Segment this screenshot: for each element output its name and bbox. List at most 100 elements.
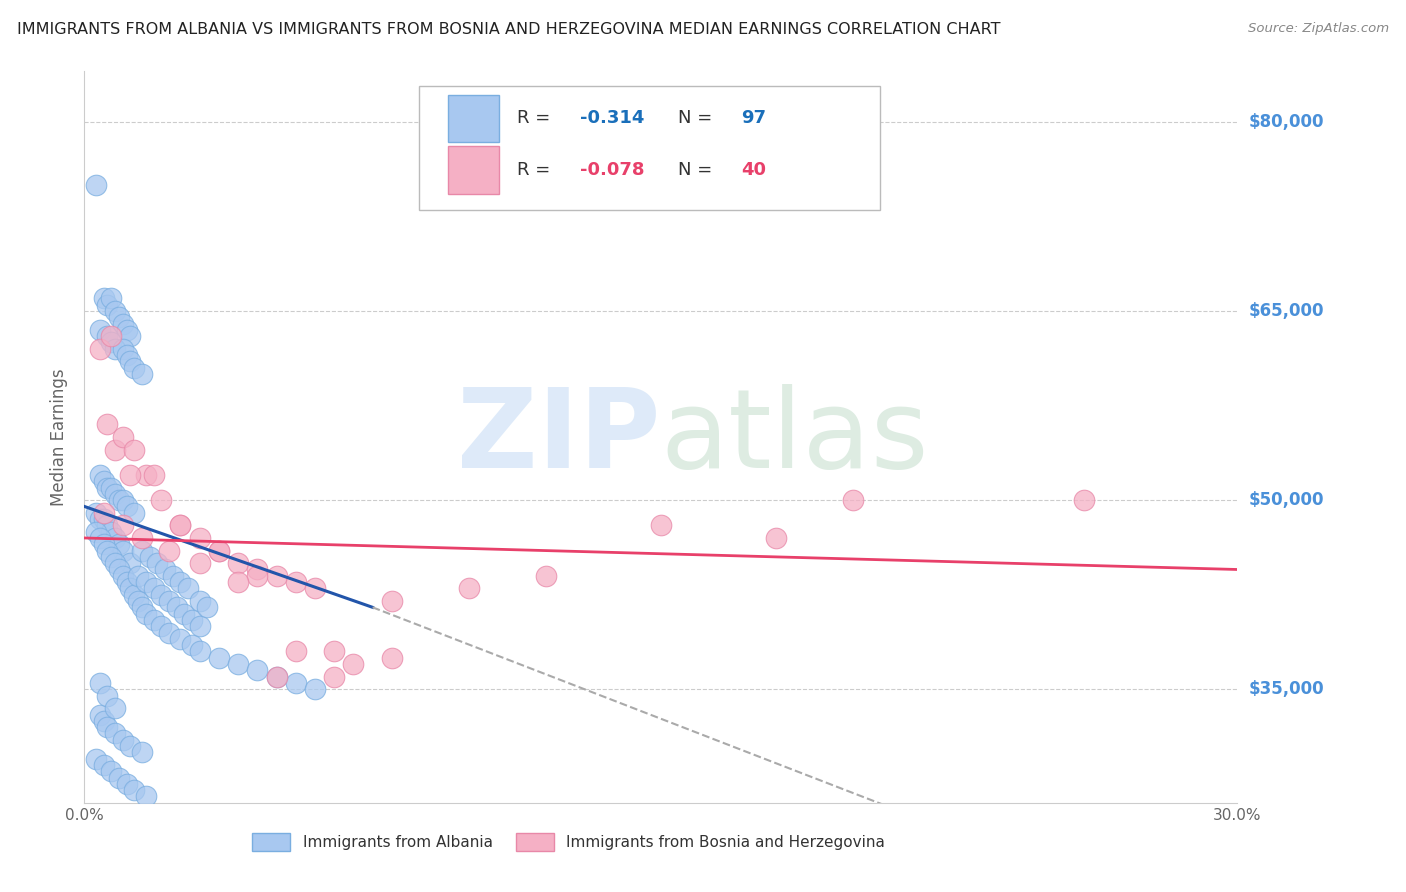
Point — [304, 582, 326, 596]
Point — [93, 758, 115, 772]
Text: atlas: atlas — [661, 384, 929, 491]
Point — [111, 317, 134, 331]
Point — [226, 657, 249, 671]
Point — [100, 329, 122, 343]
Point — [104, 442, 127, 457]
Point — [104, 701, 127, 715]
Point — [457, 582, 479, 596]
Point — [188, 619, 211, 633]
Point — [284, 575, 307, 590]
Point — [323, 670, 346, 684]
Text: -0.314: -0.314 — [581, 109, 644, 128]
Point — [100, 549, 122, 564]
Point — [84, 178, 107, 192]
Point — [96, 518, 118, 533]
Point — [131, 543, 153, 558]
Point — [284, 676, 307, 690]
Text: R =: R = — [517, 161, 555, 178]
Point — [246, 664, 269, 678]
Point — [157, 594, 180, 608]
Point — [246, 569, 269, 583]
Point — [100, 524, 122, 539]
Y-axis label: Median Earnings: Median Earnings — [51, 368, 69, 506]
Point — [169, 518, 191, 533]
Point — [127, 569, 149, 583]
Point — [108, 537, 131, 551]
Point — [96, 298, 118, 312]
Text: IMMIGRANTS FROM ALBANIA VS IMMIGRANTS FROM BOSNIA AND HERZEGOVINA MEDIAN EARNING: IMMIGRANTS FROM ALBANIA VS IMMIGRANTS FR… — [17, 22, 1001, 37]
Point — [169, 575, 191, 590]
Point — [135, 789, 157, 804]
Point — [111, 342, 134, 356]
Point — [108, 562, 131, 576]
Point — [89, 512, 111, 526]
Point — [208, 650, 231, 665]
Point — [169, 518, 191, 533]
Point — [181, 613, 204, 627]
Point — [131, 367, 153, 381]
Point — [115, 777, 138, 791]
Point — [108, 310, 131, 325]
Point — [142, 613, 165, 627]
FancyBboxPatch shape — [447, 146, 499, 194]
Point — [108, 493, 131, 508]
Point — [111, 493, 134, 508]
Point — [135, 575, 157, 590]
Point — [89, 467, 111, 482]
Point — [124, 506, 146, 520]
Point — [96, 689, 118, 703]
FancyBboxPatch shape — [447, 95, 499, 143]
Point — [111, 518, 134, 533]
Point — [93, 474, 115, 488]
Point — [266, 670, 288, 684]
Point — [108, 771, 131, 785]
Point — [1073, 493, 1095, 508]
Point — [226, 556, 249, 570]
Text: -0.078: -0.078 — [581, 161, 644, 178]
Text: 97: 97 — [741, 109, 766, 128]
Point — [115, 323, 138, 337]
Point — [150, 588, 173, 602]
Point — [169, 632, 191, 646]
Text: Source: ZipAtlas.com: Source: ZipAtlas.com — [1249, 22, 1389, 36]
Point — [96, 481, 118, 495]
Point — [96, 720, 118, 734]
Point — [111, 430, 134, 444]
Text: $35,000: $35,000 — [1249, 681, 1324, 698]
Point — [104, 531, 127, 545]
Point — [142, 582, 165, 596]
Point — [188, 594, 211, 608]
Point — [89, 531, 111, 545]
Point — [115, 348, 138, 362]
Point — [226, 575, 249, 590]
Point — [104, 342, 127, 356]
Point — [131, 531, 153, 545]
Point — [131, 600, 153, 615]
Point — [120, 354, 142, 368]
Text: $65,000: $65,000 — [1249, 302, 1324, 320]
Point — [177, 582, 200, 596]
Point — [100, 291, 122, 305]
Point — [120, 329, 142, 343]
Point — [111, 732, 134, 747]
Text: N =: N = — [678, 161, 718, 178]
Text: $50,000: $50,000 — [1249, 491, 1324, 509]
Point — [124, 783, 146, 797]
Point — [246, 562, 269, 576]
Point — [89, 323, 111, 337]
Point — [342, 657, 364, 671]
Point — [181, 638, 204, 652]
Point — [162, 569, 184, 583]
Point — [120, 467, 142, 482]
Point — [111, 569, 134, 583]
Point — [120, 556, 142, 570]
Point — [84, 752, 107, 766]
Point — [124, 588, 146, 602]
Point — [93, 291, 115, 305]
Point — [120, 582, 142, 596]
Point — [208, 543, 231, 558]
Text: 40: 40 — [741, 161, 766, 178]
Point — [188, 556, 211, 570]
Point — [84, 524, 107, 539]
Point — [100, 335, 122, 350]
